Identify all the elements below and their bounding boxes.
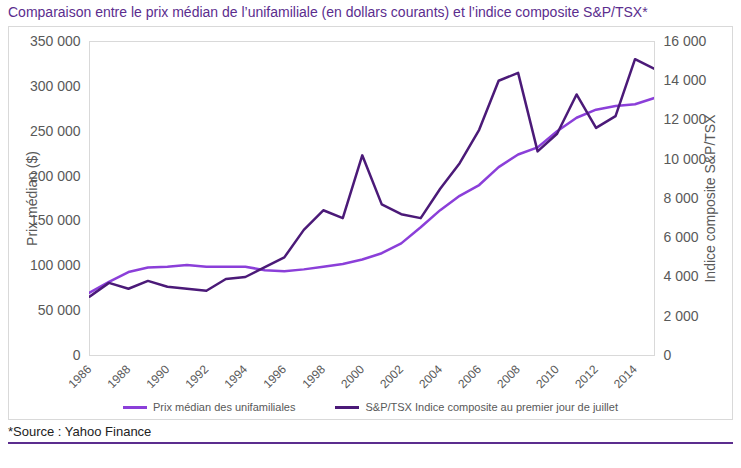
svg-text:Prix médian ($): Prix médian ($) xyxy=(24,151,40,246)
svg-text:4 000: 4 000 xyxy=(664,268,699,284)
svg-text:250 000: 250 000 xyxy=(30,123,81,139)
html-text:Comparaison entre le prix médi: Comparaison entre le prix médian de l’un… xyxy=(8,4,648,20)
svg-text:50 000: 50 000 xyxy=(38,302,81,318)
svg-text:10 000: 10 000 xyxy=(664,151,707,167)
svg-text:1988: 1988 xyxy=(105,362,134,391)
svg-text:2012: 2012 xyxy=(572,362,601,391)
svg-text:2002: 2002 xyxy=(377,362,406,391)
svg-text:100 000: 100 000 xyxy=(30,257,81,273)
html-text:S&P/TSX Indice composite au pr: S&P/TSX Indice composite au premier jour… xyxy=(365,401,618,413)
svg-text:2 000: 2 000 xyxy=(664,308,699,324)
svg-text:2004: 2004 xyxy=(416,362,445,391)
svg-text:1998: 1998 xyxy=(299,362,328,391)
svg-text:300 000: 300 000 xyxy=(30,78,81,94)
svg-text:200 000: 200 000 xyxy=(29,167,81,184)
svg-text:1986: 1986 xyxy=(66,362,95,391)
svg-text:12 000: 12 000 xyxy=(664,111,707,127)
svg-text:Indice composite S&P/TSX: Indice composite S&P/TSX xyxy=(702,114,718,283)
svg-text:0: 0 xyxy=(73,347,81,363)
svg-text:350 000: 350 000 xyxy=(30,33,81,49)
svg-text:16 000: 16 000 xyxy=(664,33,707,49)
svg-text:1992: 1992 xyxy=(182,362,211,391)
svg-text:2010: 2010 xyxy=(533,362,562,391)
svg-text:2000: 2000 xyxy=(338,362,367,391)
html-text:Prix médian des unifamiliales: Prix médian des unifamiliales xyxy=(153,401,296,413)
svg-text:2014: 2014 xyxy=(611,362,640,391)
svg-text:2006: 2006 xyxy=(455,362,484,391)
html-text:*Source : Yahoo Finance: *Source : Yahoo Finance xyxy=(8,424,152,439)
svg-text:0: 0 xyxy=(664,347,672,363)
svg-text:1996: 1996 xyxy=(260,362,289,391)
svg-text:2008: 2008 xyxy=(494,362,523,391)
svg-text:6 000: 6 000 xyxy=(664,229,699,245)
svg-text:14 000: 14 000 xyxy=(664,72,707,88)
svg-text:150 000: 150 000 xyxy=(29,212,81,229)
svg-text:1990: 1990 xyxy=(143,362,172,391)
svg-text:8 000: 8 000 xyxy=(664,190,699,206)
svg-text:1994: 1994 xyxy=(221,362,250,391)
